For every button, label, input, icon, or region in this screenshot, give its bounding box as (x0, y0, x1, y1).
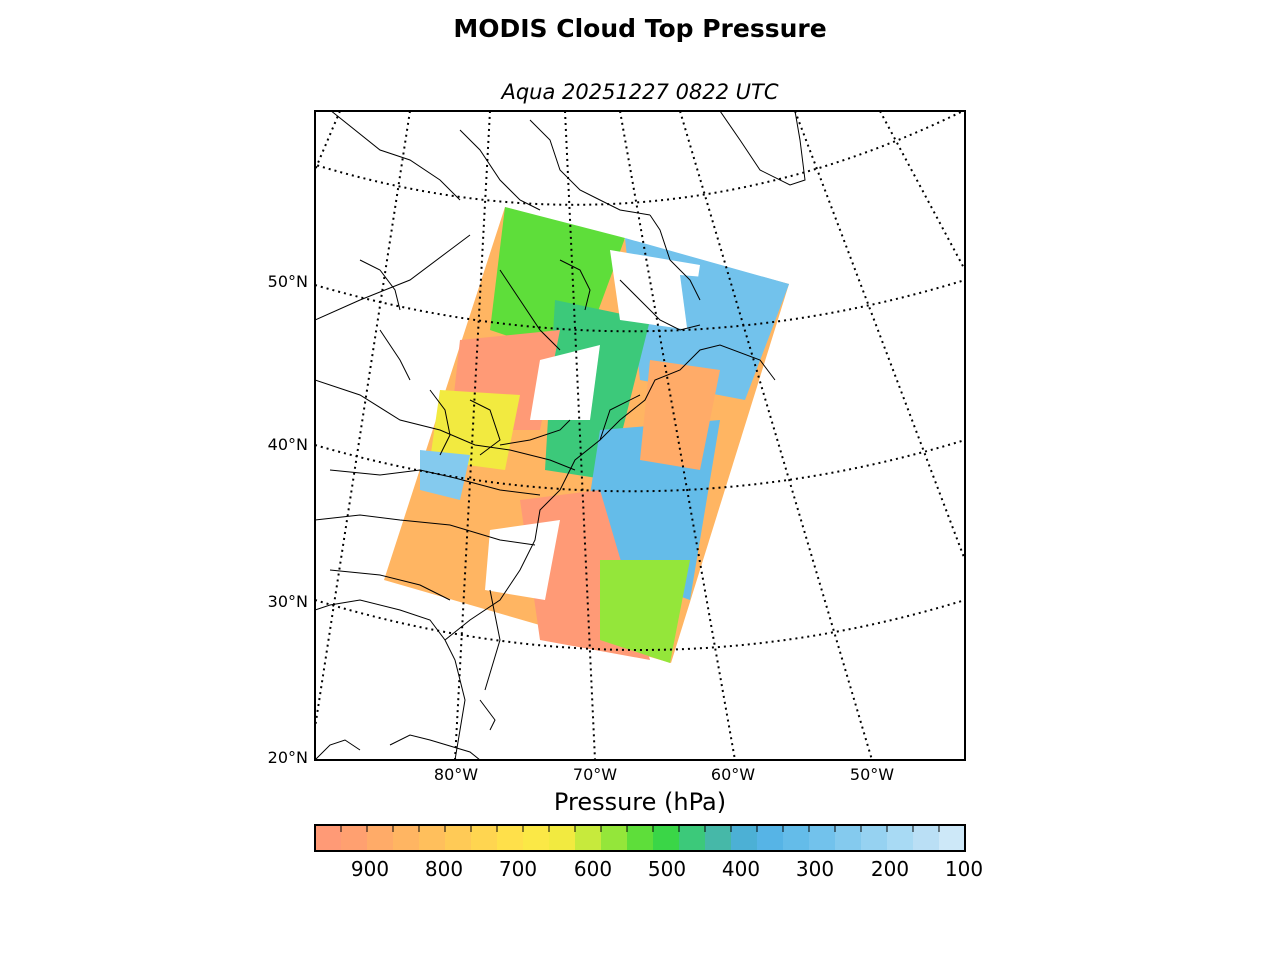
colorbar-tick-600: 600 (573, 857, 613, 881)
colorbar-segment (445, 825, 472, 851)
colorbar-tick-100: 100 (944, 857, 984, 881)
colorbar-segment (939, 825, 966, 851)
colorbar-segment (575, 825, 602, 851)
colorbar-tick-400: 400 (721, 857, 761, 881)
coastlines (315, 111, 806, 760)
colorbar-segment (627, 825, 654, 851)
colorbar-segment (497, 825, 524, 851)
colorbar (315, 825, 966, 851)
colorbar-tick-200: 200 (870, 857, 910, 881)
lon-label-80: 80°W (433, 765, 479, 784)
colorbar-segment (705, 825, 732, 851)
lat-label-50: 50°N (267, 272, 308, 291)
graticule (315, 111, 965, 760)
colorbar-segment (315, 825, 342, 851)
colorbar-segment (341, 825, 368, 851)
colorbar-segment (471, 825, 498, 851)
colorbar-segment (679, 825, 706, 851)
colorbar-segment (861, 825, 888, 851)
colorbar-tick-900: 900 (350, 857, 390, 881)
cloud-swath (384, 207, 789, 663)
lon-label-50: 50°W (849, 765, 895, 784)
map-frame (314, 110, 966, 761)
colorbar-segment (393, 825, 420, 851)
colorbar-segment (419, 825, 446, 851)
colorbar-segment (783, 825, 810, 851)
chart-subtitle: Aqua 20251227 0822 UTC (501, 80, 779, 104)
map-body (315, 111, 965, 760)
colorbar-segment (913, 825, 940, 851)
colorbar-segment (367, 825, 394, 851)
colorbar-segment (523, 825, 550, 851)
lat-label-40: 40°N (267, 435, 308, 454)
colorbar-segment (887, 825, 914, 851)
lon-label-60: 60°W (710, 765, 756, 784)
colorbar-frame (314, 824, 966, 852)
colorbar-segment (731, 825, 758, 851)
colorbar-segment (653, 825, 680, 851)
colorbar-tick-300: 300 (795, 857, 835, 881)
colorbar-tick-500: 500 (647, 857, 687, 881)
colorbar-label: Pressure (hPa) (553, 788, 727, 816)
colorbar-segment (835, 825, 862, 851)
colorbar-tick-700: 700 (498, 857, 538, 881)
lat-label-20: 20°N (267, 748, 308, 767)
colorbar-segment (601, 825, 628, 851)
colorbar-segment (757, 825, 784, 851)
colorbar-tick-800: 800 (424, 857, 464, 881)
colorbar-segment (809, 825, 836, 851)
chart-title: MODIS Cloud Top Pressure (453, 14, 827, 43)
lon-label-70: 70°W (572, 765, 618, 784)
colorbar-segment (549, 825, 576, 851)
lat-label-30: 30°N (267, 592, 308, 611)
